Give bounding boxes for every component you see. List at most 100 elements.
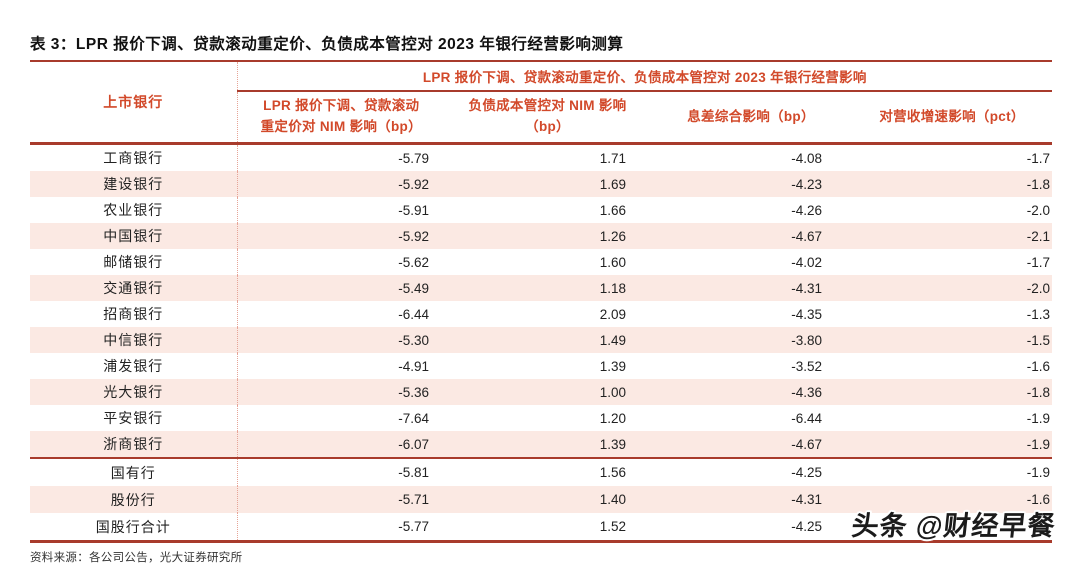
value-cell: -4.31: [791, 492, 822, 507]
value-cell: -5.91: [398, 202, 429, 218]
value-cell: -2.0: [1026, 280, 1051, 296]
value-cell: 1.56: [445, 457, 650, 486]
bank-name: 中信银行: [30, 327, 238, 353]
table-row: 工商银行 -5.79 1.71 -4.08 -1.7: [30, 143, 1052, 171]
value-cell: -5.62: [398, 254, 429, 270]
bank-name: 农业银行: [30, 197, 238, 223]
source-note: 资料来源：各公司公告，光大证券研究所: [30, 552, 243, 564]
value-cell: -4.08: [791, 150, 822, 166]
report-table-page: 表 3：LPR 报价下调、贷款滚动重定价、负债成本管控对 2023 年银行经营影…: [30, 0, 1053, 565]
bank-name: 中国银行: [30, 223, 238, 249]
value-cell: 1.52: [599, 519, 626, 534]
value-cell: -5.71: [398, 492, 429, 507]
bank-name: 浙商银行: [30, 431, 238, 458]
summary-row: 国有行 -5.81 1.56 -4.25 -1.9: [30, 457, 1053, 486]
value-cell: -4.26: [791, 202, 822, 218]
value-cell: 1.66: [599, 202, 626, 218]
table-row: 中信银行 -5.30 1.49 -3.80 -1.5: [30, 327, 1053, 353]
table-row: 平安银行 -7.64 1.20 -6.44 -1.9: [30, 405, 1052, 431]
bank-name: 股份行: [30, 486, 238, 513]
group-header-row: 上市银行 LPR 报价下调、贷款滚动重定价、负债成本管控对 2023 年银行经营…: [30, 61, 1053, 145]
table-header: 上市银行 LPR 报价下调、贷款滚动重定价、负债成本管控对 2023 年银行经营…: [30, 61, 1053, 145]
value-cell: -2.1: [1026, 228, 1051, 244]
value-cell: -6.44: [791, 410, 822, 426]
value-cell: -3.80: [791, 332, 822, 348]
value-cell: -1.6: [1026, 492, 1051, 507]
table-row: 邮储银行 -5.62 1.60 -4.02 -1.7: [30, 249, 1052, 275]
bank-name: 邮储银行: [30, 249, 238, 275]
col-header-lpr-nim-impact: LPR 报价下调、贷款滚动 重定价对 NIM 影响（bp）: [237, 91, 445, 145]
value-cell: -4.31: [791, 280, 822, 296]
value-cell: -4.36: [791, 384, 822, 400]
value-cell: -5.79: [398, 150, 429, 166]
value-cell: 1.18: [599, 280, 626, 296]
value-cell: -4.02: [791, 254, 822, 270]
value-cell: -1.9: [1026, 410, 1051, 426]
bank-name: 国股行合计: [30, 513, 238, 542]
value-cell: -4.25: [791, 519, 822, 534]
bank-name: 招商银行: [30, 301, 238, 327]
value-cell: -1.8: [1026, 384, 1051, 400]
table-title: 表 3：LPR 报价下调、贷款滚动重定价、负债成本管控对 2023 年银行经营影…: [30, 36, 624, 53]
value-cell: -1.7: [1026, 150, 1051, 166]
table-row: 浦发银行 -4.91 1.39 -3.52 -1.6: [30, 353, 1052, 379]
value-cell: -7.64: [398, 410, 429, 426]
value-cell: -1.7: [1026, 254, 1051, 270]
table-body: 工商银行 -5.79 1.71 -4.08 -1.7 建设银行 -5.92 1.69 -4.23…: [30, 143, 1053, 542]
value-cell: 1.39: [599, 358, 626, 374]
value-cell: -1.3: [1026, 306, 1051, 322]
table-row: 浙商银行 -6.07 1.39 -4.67 -1.9: [30, 431, 1053, 458]
summary-row: 国股行合计 -5.77 1.52 -4.25: [30, 513, 1052, 542]
value-cell: -4.91: [398, 358, 429, 374]
group-header: LPR 报价下调、贷款滚动重定价、负债成本管控对 2023 年银行经营影响: [237, 61, 1053, 92]
value-cell: 1.39: [599, 436, 626, 452]
table-row: 建设银行 -5.92 1.69 -4.23 -1.8: [30, 171, 1053, 197]
value-cell: -1.9: [852, 457, 1053, 486]
value-cell: -4.25: [650, 457, 852, 486]
col-header-liability-cost-nim-impact: 负债成本管控对 NIM 影响 （bp）: [445, 91, 650, 145]
value-cell: -1.6: [1026, 358, 1051, 374]
value-cell: -5.36: [398, 384, 429, 400]
value-cell: 1.69: [599, 176, 626, 192]
value-cell: -5.81: [237, 457, 445, 486]
bank-name: 建设银行: [30, 171, 238, 197]
value-cell: 1.60: [599, 254, 626, 270]
value-cell: -1.9: [1026, 436, 1051, 452]
value-cell: 1.49: [599, 332, 626, 348]
watermark: 头条 @财经早餐: [850, 511, 1058, 541]
bank-name: 交通银行: [30, 275, 238, 301]
value-cell: -4.23: [791, 176, 822, 192]
value-cell: -5.49: [398, 280, 429, 296]
col-header-bank: 上市银行: [30, 61, 238, 145]
col-header-revenue-growth-impact: 对营收增速影响（pct）: [852, 91, 1053, 145]
value-cell: -4.67: [791, 436, 822, 452]
value-cell: 1.26: [599, 228, 626, 244]
value-cell: -3.52: [791, 358, 822, 374]
value-cell: -5.77: [398, 519, 429, 534]
banks-impact-table: 上市银行 LPR 报价下调、贷款滚动重定价、负债成本管控对 2023 年银行经营…: [30, 60, 1053, 543]
value-cell: -2.0: [1026, 202, 1051, 218]
table-row: 招商银行 -6.44 2.09 -4.35 -1.3: [30, 301, 1052, 327]
value-cell: -6.44: [398, 306, 429, 322]
col-header-combined-margin-impact: 息差综合影响（bp）: [650, 91, 852, 145]
value-cell: -1.8: [1026, 176, 1051, 192]
value-cell: 1.20: [599, 410, 626, 426]
value-cell: -5.30: [398, 332, 429, 348]
value-cell: -6.07: [398, 436, 429, 452]
table-row: 农业银行 -5.91 1.66 -4.26 -2.0: [30, 197, 1052, 223]
bank-name: 浦发银行: [30, 353, 238, 379]
bank-name: 国有行: [30, 457, 238, 486]
sub-header-row: LPR 报价下调、贷款滚动 重定价对 NIM 影响（bp） 负债成本管控对 NI…: [30, 91, 1053, 145]
value-cell: -4.67: [791, 228, 822, 244]
value-cell: 1.71: [599, 150, 626, 166]
value-cell: -4.35: [791, 306, 822, 322]
value-cell: -5.92: [398, 228, 429, 244]
value-cell: -5.92: [398, 176, 429, 192]
table-row: 中国银行 -5.92 1.26 -4.67 -2.1: [30, 223, 1053, 249]
value-cell: 1.00: [599, 384, 626, 400]
summary-row: 股份行 -5.71 1.40 -4.31 -1.6: [30, 486, 1053, 513]
value-cell: 1.40: [599, 492, 626, 507]
bank-name: 平安银行: [30, 405, 238, 431]
bank-name: 光大银行: [30, 379, 238, 405]
value-cell: -1.5: [1026, 332, 1051, 348]
